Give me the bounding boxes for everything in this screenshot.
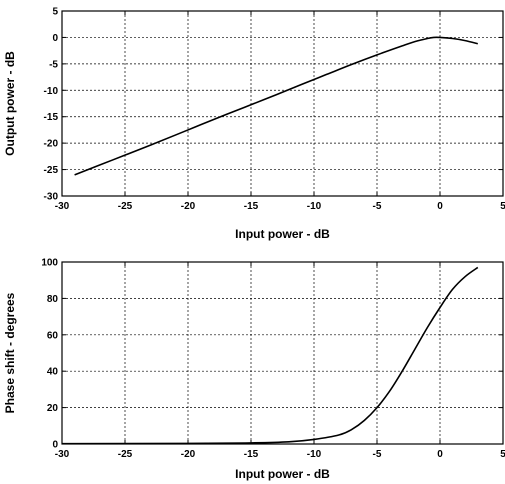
phase-shift-axes-frame: [61, 261, 504, 445]
output-power-y-tick-label: -25: [44, 165, 59, 176]
output-power-ticks: [61, 10, 504, 197]
phase-shift-chart: -30 -25 -20 -15 -10 -5 0 5 0 20 40 60 80 100 Input po…: [3, 258, 505, 482]
output-power-curve: [74, 36, 478, 176]
phase-shift-grid: [62, 262, 503, 444]
output-power-y-tick-label: -10: [44, 86, 59, 97]
phase-shift-x-tick-label: -10: [307, 449, 322, 460]
phase-shift-y-tick-label: 40: [47, 367, 59, 378]
phase-shift-curve: [61, 266, 479, 445]
phase-shift-x-tick-label: -15: [244, 449, 259, 460]
output-power-grid: [62, 11, 503, 196]
output-power-x-tick-label: -15: [244, 201, 259, 212]
phase-shift-y-tick-label: 20: [47, 403, 59, 414]
phase-shift-y-tick-label: 0: [52, 440, 58, 451]
phase-shift-x-tick-label: 0: [437, 449, 443, 460]
output-power-x-tick-label: -25: [118, 201, 133, 212]
phase-shift-x-tick-label: -25: [118, 449, 133, 460]
output-power-y-tick-label: -30: [44, 192, 59, 203]
output-power-y-tick-label: -20: [44, 139, 59, 150]
output-power-y-tick-label: -15: [44, 112, 59, 123]
phase-shift-x-tick-label: 5: [500, 449, 505, 460]
output-power-y-tick-label: 5: [52, 7, 58, 18]
phase-shift-y-tick-label: 60: [47, 330, 59, 341]
phase-shift-y-tick-label: 80: [47, 294, 59, 305]
output-power-y-axis-label: Output power - dB: [3, 51, 17, 156]
phase-shift-x-tick-label: -5: [373, 449, 382, 460]
output-power-x-tick-label: 5: [500, 201, 505, 212]
output-power-x-tick-label: -5: [373, 201, 382, 212]
output-power-axes-frame: [61, 10, 504, 197]
phase-shift-x-tick-label: -20: [181, 449, 196, 460]
phase-shift-x-tick-label: -30: [55, 449, 70, 460]
phase-shift-ticks: [61, 261, 504, 445]
output-power-chart: -30 -25 -20 -15 -10 -5 0 5 -30 -25 -20 -15 -10 -5 0 5 I…: [3, 7, 505, 242]
phase-shift-tick-labels: -30 -25 -20 -15 -10 -5 0 5 0 20 40 60 80 100: [41, 258, 505, 461]
output-power-x-axis-label: Input power - dB: [235, 227, 330, 241]
output-power-x-tick-label: 0: [437, 201, 443, 212]
output-power-x-tick-label: -20: [181, 201, 196, 212]
output-power-x-tick-label: -30: [55, 201, 70, 212]
phase-shift-x-axis-label: Input power - dB: [235, 467, 330, 481]
phase-shift-y-axis-label: Phase shift - degrees: [3, 292, 17, 413]
output-power-tick-labels: -30 -25 -20 -15 -10 -5 0 5 -30 -25 -20 -15 -10 -5 0 5: [44, 7, 505, 213]
output-power-y-tick-label: -5: [49, 59, 58, 70]
output-power-x-tick-label: -10: [307, 201, 322, 212]
output-power-y-tick-label: 0: [52, 33, 58, 44]
phase-shift-y-tick-label: 100: [41, 258, 58, 269]
